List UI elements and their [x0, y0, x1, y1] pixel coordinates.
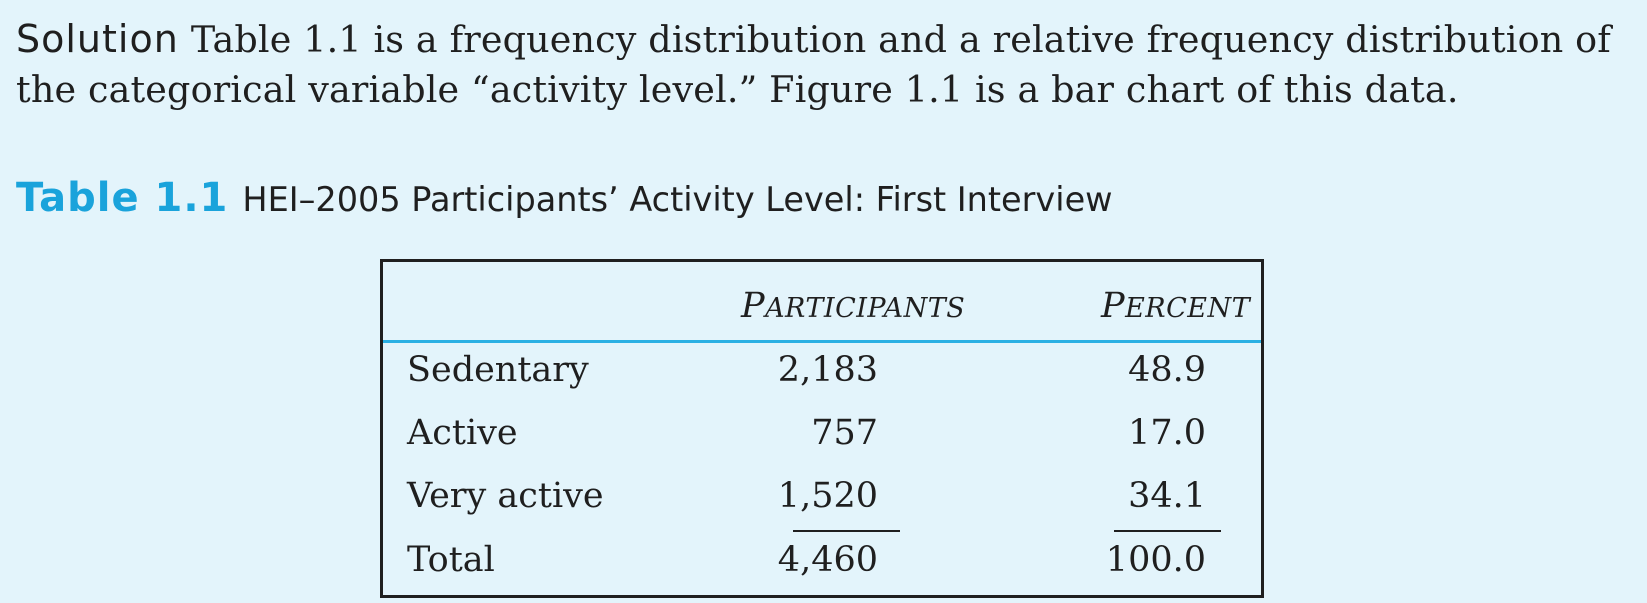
percent-total-cell: 100.0 — [1105, 540, 1206, 580]
table-number: Table 1.1 — [16, 175, 229, 221]
solution-text: Table 1.1 is a frequency distribution an… — [16, 18, 1611, 111]
percent-cell: 48.9 — [1128, 350, 1206, 390]
row-label: Sedentary — [407, 350, 589, 390]
row-label: Total — [407, 540, 495, 580]
participants-cell: 2,183 — [777, 350, 878, 390]
table-caption: Table 1.1 HEI–2005 Participants’ Activity… — [16, 175, 1113, 221]
column-header-participants: PARTICIPANTS — [741, 286, 966, 326]
row-label: Very active — [407, 476, 604, 516]
percent-sum-rule — [1114, 530, 1221, 532]
participants-total-cell: 4,460 — [777, 540, 878, 580]
table-row-active: Active 757 17.0 — [383, 405, 1261, 467]
table-row-total: Total 4,460 100.0 — [383, 532, 1261, 594]
column-header-percent: PERCENT — [1101, 286, 1251, 326]
participants-cell: 757 — [811, 413, 878, 453]
participants-cell: 1,520 — [777, 476, 878, 516]
table-row-very-active: Very active 1,520 34.1 — [383, 468, 1261, 530]
participants-sum-rule — [793, 530, 900, 532]
row-label: Active — [407, 413, 518, 453]
percent-cell: 17.0 — [1128, 413, 1206, 453]
solution-label: Solution — [16, 17, 179, 61]
table-title: HEI–2005 Participants’ Activity Level: F… — [242, 180, 1113, 219]
solution-paragraph: Solution Table 1.1 is a frequency distrib… — [16, 14, 1641, 115]
header-divider — [383, 340, 1261, 343]
percent-cell: 34.1 — [1128, 476, 1206, 516]
frequency-table: PARTICIPANTS PERCENT Sedentary 2,183 48.… — [380, 259, 1264, 598]
table-row-sedentary: Sedentary 2,183 48.9 — [383, 342, 1261, 404]
